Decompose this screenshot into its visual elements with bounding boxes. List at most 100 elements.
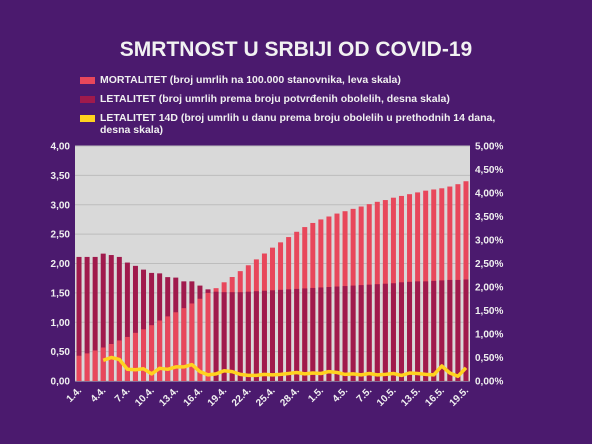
letalitet-bar — [310, 287, 316, 381]
mortalitet-bar — [92, 350, 98, 381]
mortalitet-bar — [149, 325, 155, 381]
legend-swatch-letalitet — [80, 96, 95, 103]
letalitet-bar — [334, 286, 340, 381]
y-left-tick-label: 4,00 — [51, 142, 71, 153]
x-tick-label: 1.4. — [65, 385, 85, 405]
letalitet-bar — [278, 289, 284, 381]
x-tick-label: 4.4. — [89, 385, 109, 405]
letalitet-bar — [108, 255, 114, 381]
mortalitet-bar — [76, 355, 82, 381]
y-right-tick-label: 2,00% — [475, 283, 503, 294]
legend-label-letalitet: LETALITET (broj umrlih prema broju potvr… — [100, 93, 450, 105]
letalitet-bar — [447, 279, 453, 381]
y-right-tick-label: 3,00% — [475, 236, 503, 247]
letalitet-bar — [326, 287, 332, 381]
mortalitet-bar — [132, 332, 138, 381]
letalitet-bar — [342, 286, 348, 381]
legend-swatch-mortalitet — [80, 77, 95, 84]
x-tick-label: 16.4. — [182, 385, 206, 409]
y-left-tick-label: 1,00 — [51, 318, 71, 329]
letalitet-bar — [423, 281, 429, 381]
letalitet-bar — [270, 290, 275, 381]
y-left-tick-label: 2,50 — [51, 230, 71, 241]
letalitet-bar — [132, 265, 138, 381]
y-right-tick-label: 2,50% — [475, 259, 503, 270]
y-right-tick-label: 1,50% — [475, 306, 503, 317]
x-tick-label: 19.4. — [206, 385, 230, 409]
x-tick-label: 28.4. — [278, 385, 302, 409]
mortalitet-bar — [173, 312, 179, 381]
letalitet-bar — [390, 283, 396, 381]
letalitet-bar — [141, 269, 147, 381]
letalitet-bar — [124, 262, 130, 381]
y-right-tick-label: 3,50% — [475, 212, 503, 223]
x-tick-label: 7.5. — [355, 385, 375, 405]
y-right-tick-label: 0,00% — [475, 377, 503, 388]
x-tick-label: 4.5. — [331, 385, 351, 405]
x-tick-label: 25.4. — [254, 385, 278, 409]
letalitet-bar — [261, 290, 267, 381]
letalitet-bar — [455, 279, 461, 381]
legend: MORTALITET (broj umrlih na 100.000 stano… — [80, 74, 510, 143]
y-left-tick-label: 3,00 — [51, 200, 71, 211]
letalitet-bar — [366, 284, 372, 381]
letalitet-bar — [374, 284, 380, 381]
legend-item-letalitet: LETALITET (broj umrlih prema broju potvr… — [80, 93, 510, 105]
x-tick-label: 1.5. — [306, 385, 326, 405]
y-left-tick-label: 0,00 — [51, 377, 71, 388]
letalitet-bar — [398, 282, 404, 381]
mortalitet-bar — [108, 343, 114, 381]
letalitet-bar — [382, 283, 388, 381]
letalitet-bar — [92, 256, 98, 381]
letalitet-14d-line — [102, 355, 468, 379]
y-right-tick-label: 0,50% — [475, 353, 503, 364]
mortalitet-bar — [124, 336, 130, 381]
letalitet-bar — [415, 281, 421, 381]
letalitet-bar — [100, 253, 106, 381]
mortalitet-bar — [84, 353, 90, 381]
mortalitet-bar — [165, 316, 171, 381]
mortalitet-bar — [141, 329, 147, 381]
letalitet-bar — [407, 281, 413, 381]
letalitet-bar — [229, 292, 235, 381]
letalitet-bar — [245, 291, 251, 381]
x-tick-label: 13.4. — [157, 385, 181, 409]
letalitet-bar — [350, 285, 356, 381]
y-left-tick-label: 0,50 — [51, 347, 71, 358]
x-tick-label: 22.4. — [230, 385, 254, 409]
letalitet-bar — [213, 291, 219, 381]
legend-item-mortalitet: MORTALITET (broj umrlih na 100.000 stano… — [80, 74, 510, 86]
letalitet-bar — [431, 280, 437, 381]
x-tick-label: 13.5. — [399, 385, 423, 409]
letalitet-bar — [84, 256, 90, 381]
y-right-tick-label: 4,00% — [475, 189, 503, 200]
letalitet-bar — [221, 292, 227, 381]
mortalitet-bar — [205, 292, 211, 381]
x-tick-label: 7.4. — [113, 385, 133, 405]
letalitet-bar — [116, 256, 122, 381]
y-right-tick-label: 4,50% — [475, 165, 503, 176]
mortalitet-bar — [100, 347, 106, 381]
letalitet-bar — [302, 288, 308, 381]
letalitet-bar — [358, 285, 364, 381]
legend-swatch-letalitet-14d — [80, 115, 95, 122]
letalitet-bar — [439, 280, 445, 381]
legend-label-letalitet-14d: LETALITET 14D (broj umrlih u danu prema … — [100, 112, 496, 136]
x-tick-label: 10.4. — [133, 385, 157, 409]
legend-item-letalitet-14d: LETALITET 14D (broj umrlih u danu prema … — [80, 112, 510, 136]
y-left-tick-label: 2,00 — [51, 259, 71, 270]
letalitet-bar — [463, 279, 469, 381]
x-tick-label: 10.5. — [375, 385, 399, 409]
letalitet-bar — [237, 292, 243, 381]
y-left-tick-label: 1,50 — [51, 288, 71, 299]
letalitet-bar — [76, 256, 82, 381]
legend-label-mortalitet: MORTALITET (broj umrlih na 100.000 stano… — [100, 74, 401, 86]
mortalitet-bar — [157, 320, 163, 381]
y-right-tick-label: 5,00% — [475, 142, 503, 153]
y-left-tick-label: 3,50 — [51, 171, 71, 182]
letalitet-bar — [286, 289, 292, 381]
letalitet-bar — [253, 291, 259, 381]
x-tick-label: 19.5. — [448, 385, 472, 409]
chart-title: SMRTNOST U SRBIJI OD COVID-19 — [119, 38, 473, 61]
